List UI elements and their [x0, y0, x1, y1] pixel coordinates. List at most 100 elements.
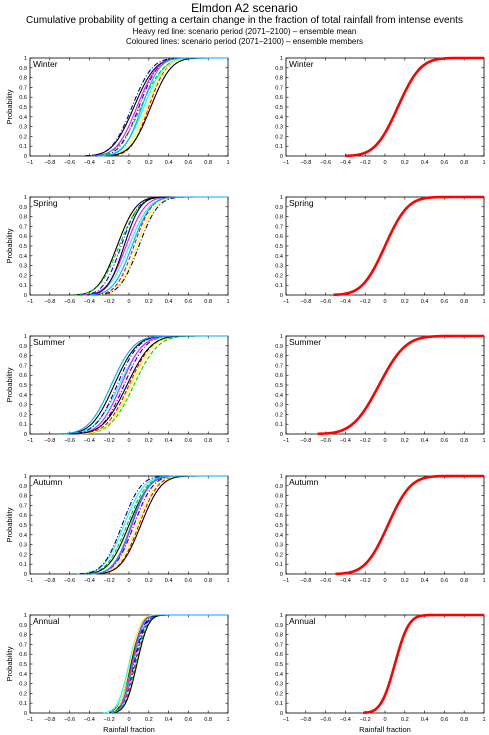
- x-tick-label: 1: [226, 438, 229, 444]
- y-tick-label: 0.1: [275, 283, 283, 289]
- y-tick-label: 1: [280, 334, 283, 340]
- figure-header: Elmdon A2 scenario Cumulative probabilit…: [0, 0, 489, 47]
- y-tick-label: 0.4: [275, 254, 283, 260]
- y-tick-label: 1: [24, 613, 27, 619]
- y-tick-label: 0: [24, 154, 27, 160]
- y-tick-label: 0.2: [275, 552, 283, 558]
- y-tick-label: 0.9: [19, 623, 27, 629]
- y-tick-label: 0.8: [19, 354, 27, 360]
- y-tick-label: 0.2: [19, 273, 27, 279]
- y-tick-label: 0.5: [19, 662, 27, 668]
- x-tick-label: 0.2: [145, 160, 153, 166]
- y-tick-label: 0.1: [19, 283, 27, 289]
- y-tick-label: 0.8: [275, 76, 283, 82]
- x-tick-label: 0.4: [421, 299, 429, 305]
- y-tick-label: 0.5: [275, 244, 283, 250]
- x-tick-label: −0.2: [104, 160, 115, 166]
- x-tick-label: −0.8: [44, 299, 55, 305]
- x-tick-label: 0.2: [401, 717, 409, 723]
- y-tick-label: 0.8: [19, 633, 27, 639]
- y-axis-label: Probability: [5, 367, 14, 402]
- x-tick-label: 0.4: [165, 438, 173, 444]
- y-tick-label: 1: [24, 474, 27, 480]
- x-tick-label: −1: [283, 717, 289, 723]
- y-tick-label: 0.4: [19, 393, 27, 399]
- y-tick-label: 0.4: [19, 533, 27, 539]
- x-tick-label: 0.8: [204, 299, 212, 305]
- y-tick-label: 0.9: [275, 484, 283, 490]
- y-tick-label: 0: [24, 711, 27, 717]
- x-tick-label: −0.4: [340, 438, 351, 444]
- x-tick-label: −0.6: [320, 299, 331, 305]
- x-tick-label: −0.4: [340, 717, 351, 723]
- ensemble-member-line: [79, 335, 228, 435]
- x-tick-label: −0.8: [300, 299, 311, 305]
- x-tick-label: −0.6: [320, 438, 331, 444]
- figure-subtitle: Cumulative probability of getting a cert…: [26, 15, 463, 26]
- x-tick-label: 0: [383, 299, 386, 305]
- x-tick-label: −1: [283, 160, 289, 166]
- x-tick-label: −0.6: [320, 160, 331, 166]
- x-tick-label: 0.6: [185, 578, 193, 584]
- x-tick-label: −1: [27, 438, 33, 444]
- x-tick-label: 0.4: [165, 578, 173, 584]
- ensemble-member-line: [95, 196, 228, 296]
- x-tick-label: 0.4: [165, 299, 173, 305]
- x-tick-label: 0.2: [145, 438, 153, 444]
- y-tick-label: 0.9: [19, 484, 27, 490]
- y-tick-label: 0.3: [275, 403, 283, 409]
- y-tick-label: 0.6: [275, 652, 283, 658]
- x-tick-label: −0.8: [44, 717, 55, 723]
- x-tick-label: −0.2: [360, 299, 371, 305]
- x-tick-label: 0.6: [441, 438, 449, 444]
- panel-label-spring-mean: Spring: [289, 198, 314, 208]
- y-tick-label: 0: [280, 154, 283, 160]
- panel-label-summer-mean: Summer: [289, 337, 321, 347]
- y-tick-label: 0.7: [19, 85, 27, 91]
- y-tick-label: 0.6: [19, 234, 27, 240]
- x-tick-label: −0.8: [44, 438, 55, 444]
- ensemble-member-line: [91, 475, 228, 575]
- x-tick-label: −1: [27, 578, 33, 584]
- x-tick-label: −0.6: [320, 578, 331, 584]
- y-tick-label: 0.8: [275, 215, 283, 221]
- y-tick-label: 0.3: [19, 682, 27, 688]
- y-tick-label: 0.4: [275, 393, 283, 399]
- x-tick-label: −0.2: [104, 717, 115, 723]
- x-tick-label: −0.2: [360, 160, 371, 166]
- x-tick-label: −0.8: [300, 160, 311, 166]
- x-tick-label: −0.4: [340, 578, 351, 584]
- x-tick-label: 0: [383, 578, 386, 584]
- y-tick-label: 0.1: [275, 701, 283, 707]
- y-tick-label: 1: [280, 474, 283, 480]
- x-tick-label: 0.2: [401, 438, 409, 444]
- y-tick-label: 0.3: [19, 264, 27, 270]
- panel-label-spring-members: Spring: [33, 198, 58, 208]
- x-tick-label: 0.2: [145, 299, 153, 305]
- x-tick-label: −1: [27, 299, 33, 305]
- y-tick-label: 0: [280, 572, 283, 578]
- x-tick-label: −0.6: [64, 717, 75, 723]
- x-tick-label: 0.2: [401, 160, 409, 166]
- x-tick-label: −0.8: [300, 717, 311, 723]
- y-tick-label: 0.5: [19, 383, 27, 389]
- y-axis-label: Probability: [5, 89, 14, 124]
- x-tick-label: −0.2: [104, 299, 115, 305]
- x-tick-label: 1: [482, 438, 485, 444]
- ensemble-member-line: [89, 196, 228, 296]
- y-tick-label: 0.7: [275, 503, 283, 509]
- x-tick-label: 0.8: [460, 717, 468, 723]
- x-tick-label: 0.8: [460, 578, 468, 584]
- y-axis-label: Probability: [5, 228, 14, 263]
- x-tick-label: −0.4: [84, 438, 95, 444]
- x-tick-label: 0.6: [441, 160, 449, 166]
- x-tick-label: −0.6: [64, 438, 75, 444]
- x-tick-label: 0.6: [185, 160, 193, 166]
- ensemble-member-line: [111, 614, 228, 714]
- y-tick-label: 0.5: [275, 105, 283, 111]
- x-tick-label: −0.8: [44, 160, 55, 166]
- x-tick-label: 0.2: [401, 299, 409, 305]
- y-tick-label: 0.1: [19, 701, 27, 707]
- y-tick-label: 0.6: [275, 373, 283, 379]
- x-tick-label: −0.2: [104, 438, 115, 444]
